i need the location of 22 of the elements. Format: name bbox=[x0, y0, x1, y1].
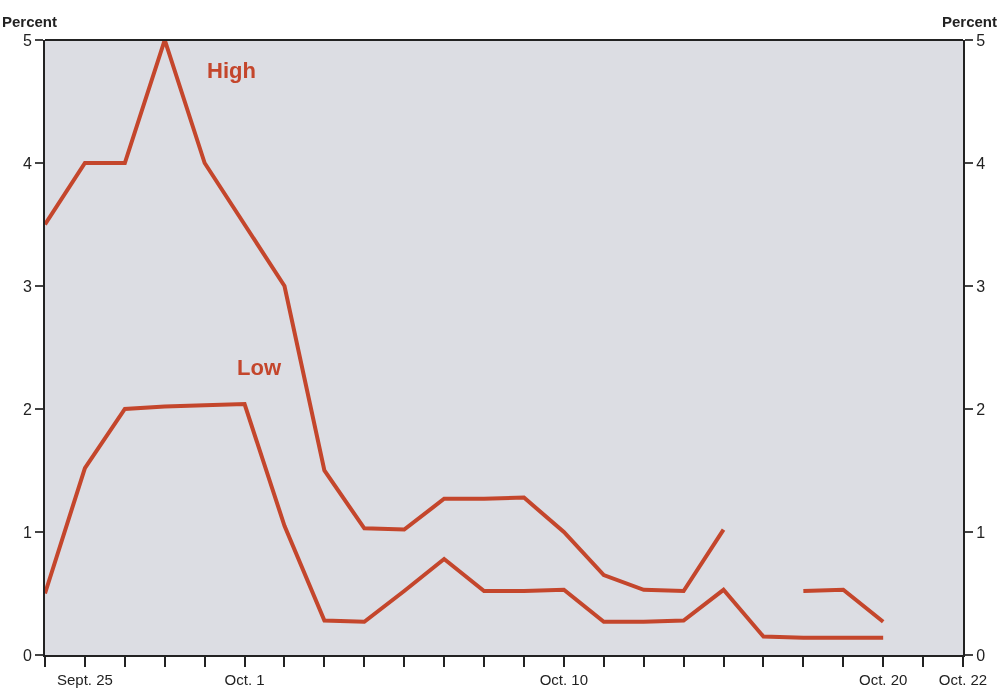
x-tick-label: Oct. 10 bbox=[539, 671, 589, 688]
y-axis-title: Percent bbox=[2, 13, 58, 30]
y-tick-label: 3 bbox=[22, 277, 32, 295]
series-label: Low bbox=[237, 355, 282, 380]
y2-tick-label: 3 bbox=[976, 277, 986, 295]
y-tick-label: 2 bbox=[22, 400, 32, 418]
y2-axis-title: Percent bbox=[942, 13, 998, 30]
y-tick-label: 0 bbox=[22, 646, 32, 664]
y-tick-label: 5 bbox=[22, 31, 32, 49]
series-label: High bbox=[207, 58, 256, 83]
x-tick-label: Sept. 25 bbox=[56, 671, 113, 688]
x-tick-label: Oct. 22 bbox=[938, 671, 988, 688]
line-series bbox=[45, 402, 886, 640]
x-tick-label: Oct. 1 bbox=[224, 671, 265, 688]
y2-tick-label: 1 bbox=[976, 523, 986, 541]
y2-tick-label: 0 bbox=[976, 646, 986, 664]
x-tick-label: Oct. 20 bbox=[858, 671, 908, 688]
y2-tick-label: 5 bbox=[976, 31, 986, 49]
y2-tick-label: 2 bbox=[976, 400, 986, 418]
y-tick-label: 1 bbox=[22, 523, 32, 541]
y2-tick-label: 4 bbox=[976, 154, 986, 172]
y-tick-label: 4 bbox=[22, 154, 32, 172]
